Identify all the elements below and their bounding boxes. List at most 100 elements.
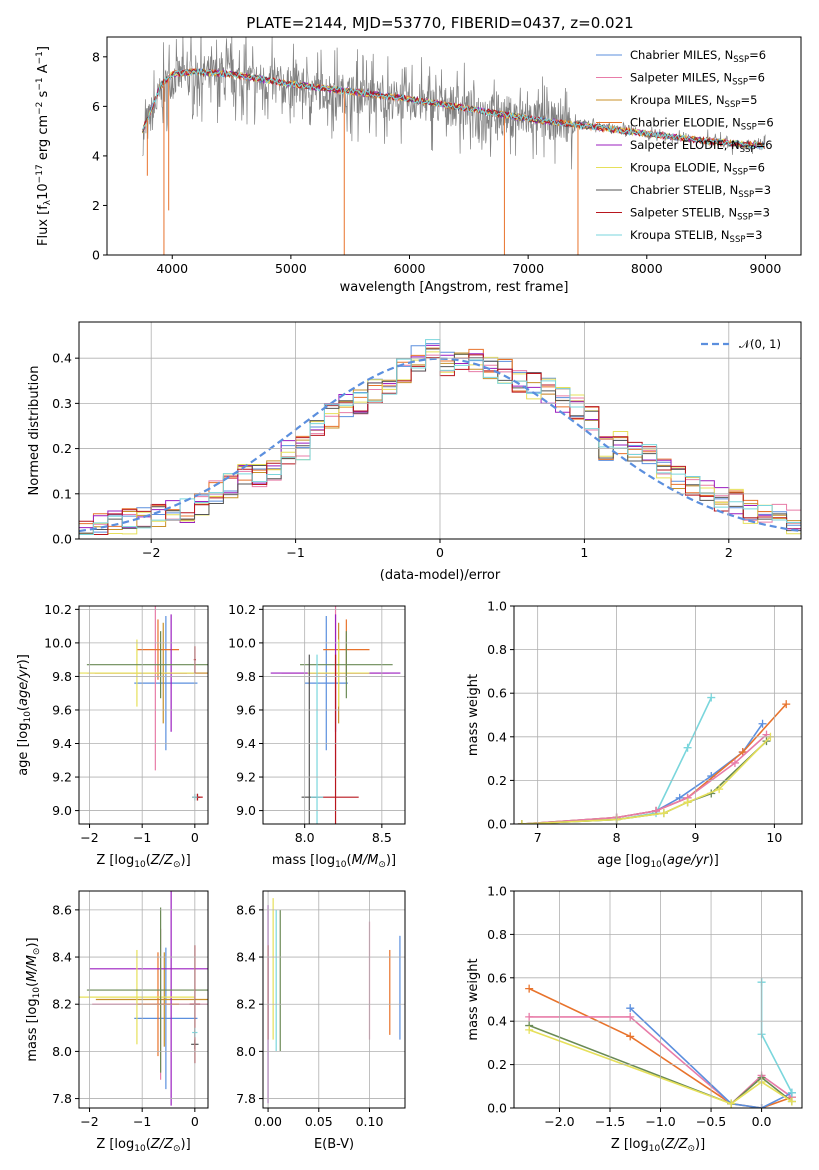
weight-marker [758,719,767,728]
y-axis-label: mass weight [466,674,481,756]
label-part: Z/Z [150,853,174,868]
y-axis-label: Flux [fλ10−17 erg cm−2 s−1 A−1] [35,46,53,246]
x-tick-label: 7 [534,830,542,845]
label-part: )] [386,853,396,868]
label-part: ( [25,982,40,987]
label-part: )] [25,937,40,947]
x-tick-label: 10 [766,830,782,845]
legend-entry: Kroupa MILES, NSSP=5 [630,93,757,110]
plot-area [142,37,766,255]
label-part: ( [347,853,352,868]
x-tick-label: 7000 [512,261,544,276]
panel-age_vs_mass: 8.0 8.5 9.0 9.2 9.4 9.6 9.8 10.0 10.2 mass [log10… [228,602,406,870]
y-axis-label: age [log10(age/yr)] [16,654,33,776]
x-tick-label: 0.05 [305,1114,333,1129]
weight-marker [683,798,692,807]
legend-subscript: SSP [740,145,756,155]
y-tick-label: 0.0 [487,1101,507,1116]
label-part: mass [log [272,853,335,868]
plot-area [270,606,401,824]
plot-area [79,606,208,801]
spectrum-model-line [142,67,766,150]
legend-entry-label: Chabrier MILES, N [630,48,733,62]
x-tick-label: 0.00 [254,1114,282,1129]
y-tick-label: 0.6 [487,686,507,701]
legend-subscript: SSP [725,100,741,110]
x-tick-label: 8.5 [372,830,392,845]
label-part: )] [181,853,191,868]
legend-subscript: SSP [730,235,746,245]
label-part: )] [16,654,31,664]
weight-marker [727,1099,736,1108]
axes-frame [262,890,406,1109]
panel-mass_vs_Z: −2 −1 07.88.08.28.48.6Z [log10(Z/Z⊙)]mass … [25,890,209,1154]
x-axis-label: age [log10(age/yr)] [597,853,719,870]
legend-entry-label: Salpeter STELIB, N [630,206,737,220]
x-axis-label: Z [log10(Z/Z⊙)] [611,1137,705,1154]
y-tick-label: 8 [92,49,100,64]
label-part: Z/Z [150,1137,174,1152]
panel-age_vs_Z: −2 −1 09.09.29.49.69.810.010.2Z [log10(Z/Z… [16,602,209,870]
legend-entry: Kroupa ELODIE, NSSP=6 [630,161,765,178]
x-tick-label: −0.5 [696,1114,726,1129]
y-tick-label: 0.2 [52,441,72,456]
axes-frame [106,36,802,256]
weight-marker [715,785,724,794]
x-tick-label: 0 [436,545,444,560]
y-tick-label: 8.4 [52,950,72,965]
legend-subscript: SSP [732,168,748,178]
y-tick-label: 8.2 [236,997,256,1012]
x-tick-label: 2 [725,545,733,560]
axes-frame [78,321,802,540]
y-tick-label: 6 [92,99,100,114]
panel-mass_weight_vs_Z: −2.0 −1.5 −1.0 −0.5 0.0 0.0 0.2 0.4 0.6 0.8 1.0 Z [… [466,884,803,1154]
x-tick-label: −2 [80,1114,98,1129]
legend-entry: Chabrier ELODIE, NSSP=6 [630,116,774,133]
x-tick-label: −1 [133,830,151,845]
label-part: Z [log [611,1137,649,1152]
legend-entry: Chabrier MILES, NSSP=6 [630,48,766,65]
label-part: ⊙ [173,860,181,870]
weight-marker [730,758,739,767]
y-tick-label: 0.8 [487,927,507,942]
x-tick-label: 9 [692,830,700,845]
x-tick-label: 6000 [394,261,426,276]
x-axis-label: E(B-V) [314,1137,354,1152]
legend-entry-label: Chabrier STELIB, N [630,183,738,197]
weight-line [528,1029,793,1105]
label-part: ( [662,853,667,868]
label-part: )] [695,1137,705,1152]
label-part: M/M [25,955,40,982]
label-part: 10 [134,860,146,870]
label-part: ⊙ [173,1144,181,1154]
x-tick-label: 0.0 [752,1114,772,1129]
y-tick-label: 9.4 [236,736,256,751]
weight-marker [626,1012,635,1021]
legend-entry-count: =5 [740,93,757,107]
label-part: ⊙ [378,860,386,870]
y-tick-label: 7.8 [236,1091,256,1106]
y-tick-label: 9.2 [52,770,72,785]
weight-line [521,734,768,824]
label-part: age [log [597,853,650,868]
panel-spectrum: 4000 5000 6000 7000 8000 9000 0 2 4 6 8 Chabrier MI… [35,36,802,295]
label-part: age/yr [667,853,710,868]
legend-entry-count: =6 [749,48,766,62]
weight-marker [787,1088,796,1097]
legend-entry-count: =6 [757,116,774,130]
label-part: ( [16,706,31,711]
legend-entry-count: =3 [754,183,771,197]
label-part: ⊙ [687,1144,695,1154]
figure-title: PLATE=2144, MJD=53770, FIBERID=0437, z=0… [246,14,633,32]
y-axis-label: Normed distribution [27,366,42,496]
x-tick-label: 5000 [275,261,307,276]
y-tick-label: 0.0 [52,532,72,547]
legend-subscript: SSP [733,55,749,65]
weight-marker [525,1025,534,1034]
x-axis-label: Z [log10(Z/Z⊙)] [96,1137,190,1154]
legend-entry: Chabrier STELIB, NSSP=3 [630,183,771,200]
x-tick-label: 9000 [750,261,782,276]
y-tick-label: 8.2 [52,997,72,1012]
legend-entry: Kroupa STELIB, NSSP=3 [630,228,762,245]
